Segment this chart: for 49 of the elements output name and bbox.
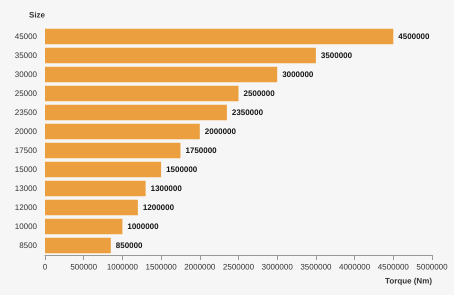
bar bbox=[45, 180, 146, 196]
y-tick-label: 23500 bbox=[14, 108, 38, 117]
y-axis-title: Size bbox=[28, 10, 46, 20]
data-label: 3000000 bbox=[282, 70, 314, 79]
x-tick-label: 1000000 bbox=[106, 262, 139, 272]
bar bbox=[45, 200, 138, 216]
bar bbox=[45, 238, 111, 254]
data-label: 3500000 bbox=[320, 51, 353, 60]
data-label: 4500000 bbox=[398, 32, 430, 41]
data-label: 2500000 bbox=[244, 89, 276, 98]
y-tick-label: 25000 bbox=[14, 89, 38, 98]
bar bbox=[45, 142, 180, 158]
x-tick-label: 0 bbox=[42, 262, 48, 272]
bar bbox=[45, 162, 162, 178]
bar bbox=[45, 218, 122, 234]
x-tick-label: 1500000 bbox=[146, 262, 178, 272]
data-label: 2000000 bbox=[204, 127, 236, 136]
x-tick-label: 4000000 bbox=[339, 262, 371, 272]
bar bbox=[45, 66, 278, 82]
y-tick-label: 15000 bbox=[14, 165, 38, 174]
y-tick-label: 45000 bbox=[14, 32, 38, 41]
x-tick-label: 2500000 bbox=[222, 262, 255, 272]
y-tick-label: 30000 bbox=[14, 70, 38, 79]
data-label: 1200000 bbox=[142, 203, 175, 212]
data-label: 850000 bbox=[116, 241, 144, 250]
bar bbox=[45, 48, 316, 64]
y-tick-label: 35000 bbox=[14, 51, 38, 60]
x-tick-label: 4500000 bbox=[378, 262, 410, 272]
y-tick-label: 20000 bbox=[14, 127, 38, 136]
data-label: 1500000 bbox=[166, 165, 198, 174]
bar bbox=[45, 86, 238, 102]
y-tick-label: 10000 bbox=[14, 222, 38, 231]
bar bbox=[45, 104, 227, 120]
data-label: 1750000 bbox=[185, 146, 218, 155]
y-tick-label: 8500 bbox=[19, 241, 38, 250]
y-tick-label: 12000 bbox=[14, 203, 38, 212]
x-tick-label: 5000000 bbox=[416, 262, 448, 272]
bar bbox=[45, 28, 394, 44]
bar bbox=[45, 124, 200, 140]
x-axis-title: Torque (Nm) bbox=[385, 276, 432, 286]
x-tick-label: 3000000 bbox=[262, 262, 294, 272]
data-label: 1000000 bbox=[127, 222, 160, 231]
y-tick-label: 17500 bbox=[14, 146, 38, 155]
y-tick-label: 13000 bbox=[14, 184, 38, 193]
data-label: 2350000 bbox=[232, 108, 264, 117]
x-tick-label: 3500000 bbox=[300, 262, 332, 272]
x-tick-label: 2000000 bbox=[184, 262, 216, 272]
data-label: 1300000 bbox=[150, 184, 182, 193]
x-tick-label: 500000 bbox=[70, 262, 98, 272]
